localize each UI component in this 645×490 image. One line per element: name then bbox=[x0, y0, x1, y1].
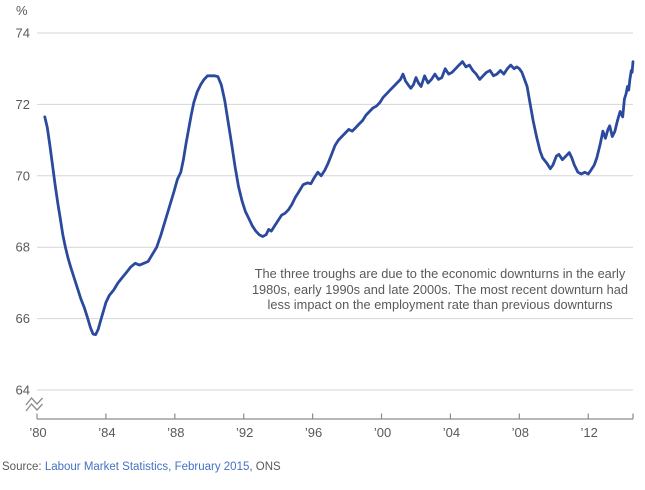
x-tick-label: ’12 bbox=[581, 425, 598, 440]
y-tick-label: 64 bbox=[16, 383, 30, 398]
source-prefix: Source: bbox=[2, 461, 45, 473]
y-tick-label: 72 bbox=[16, 97, 30, 112]
y-tick-label: 70 bbox=[16, 168, 30, 183]
annotation-line: The three troughs are due to the economi… bbox=[254, 266, 626, 281]
source-suffix: , ONS bbox=[249, 461, 281, 473]
x-tick-label: ’92 bbox=[236, 425, 253, 440]
chart-annotation: The three troughs are due to the economi… bbox=[228, 266, 645, 313]
axis-break-icon bbox=[25, 396, 43, 406]
x-tick-label: ’04 bbox=[443, 425, 460, 440]
y-axis-unit-label: % bbox=[16, 3, 28, 18]
employment-rate-line bbox=[43, 60, 635, 337]
y-tick-label: 68 bbox=[16, 240, 30, 255]
source-line: Source: Labour Market Statistics, Februa… bbox=[2, 461, 281, 473]
x-tick-label: ’08 bbox=[512, 425, 529, 440]
annotation-line: less impact on the employment rate than … bbox=[267, 297, 613, 313]
x-tick-label: ’80 bbox=[29, 425, 46, 440]
y-tick-label: 74 bbox=[16, 26, 30, 41]
y-tick-label: 66 bbox=[16, 311, 30, 326]
x-tick-label: ’96 bbox=[305, 425, 322, 440]
axis-break-icon bbox=[25, 402, 43, 412]
source-link[interactable]: Labour Market Statistics, February 2015 bbox=[44, 461, 250, 473]
annotation-line: 1980s, early 1990s and late 2000s. The m… bbox=[251, 281, 629, 297]
employment-rate-chart: 74 72 70 68 66 64 ’80 ’84 ’88 ’92 ’96 ’00 ’04 ’08 ’12 bbox=[16, 26, 635, 440]
x-tick-label: ’88 bbox=[167, 425, 184, 440]
x-tick-label: ’84 bbox=[98, 425, 115, 440]
x-tick-label: ’00 bbox=[374, 425, 391, 440]
